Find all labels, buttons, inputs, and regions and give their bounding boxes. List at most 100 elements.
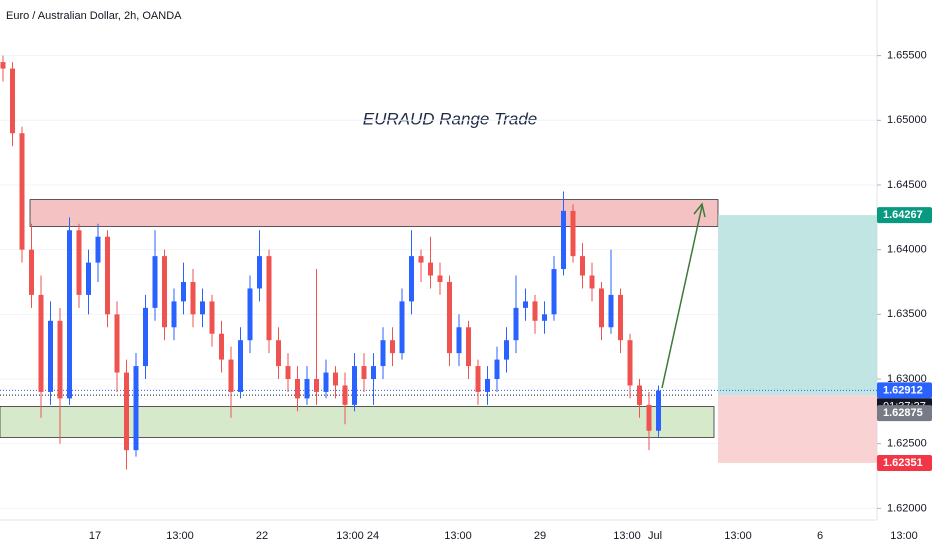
- candle-body: [285, 366, 291, 380]
- candle-body: [247, 288, 253, 341]
- candle-body: [475, 366, 481, 392]
- candle-body: [95, 236, 101, 263]
- candle-body: [380, 340, 386, 367]
- entry-label: 1.62875: [883, 407, 923, 419]
- last-price-label: 1.62912: [883, 384, 923, 396]
- candle-body: [580, 256, 585, 276]
- candle-body: [390, 340, 395, 354]
- chart-title: Euro / Australian Dollar, 2h, OANDA: [6, 10, 182, 22]
- candle-body: [637, 385, 642, 405]
- candle-body: [228, 359, 234, 392]
- candle-body: [599, 288, 604, 328]
- candle-body: [257, 256, 262, 289]
- candle-body: [656, 390, 661, 431]
- candle-body: [437, 275, 443, 282]
- candle-body: [627, 340, 633, 386]
- candle-body: [0, 62, 6, 69]
- x-tick-label: 22: [256, 530, 268, 542]
- candle-body: [342, 385, 348, 405]
- arrow: [661, 205, 703, 389]
- candle-body: [266, 256, 272, 341]
- candle-body: [200, 301, 205, 315]
- annotation: EURAUD Range Trade: [363, 109, 537, 128]
- candle-body: [57, 320, 63, 399]
- candle-body: [323, 372, 329, 392]
- candle-body: [124, 372, 129, 451]
- candle-body: [19, 133, 25, 250]
- x-tick-label: 29: [534, 530, 546, 542]
- candle-body: [447, 281, 452, 354]
- candle-body: [276, 340, 281, 367]
- y-tick-label: 1.65500: [887, 50, 927, 62]
- candle-body: [504, 340, 509, 360]
- candle-body: [38, 294, 44, 392]
- candle-body: [542, 314, 547, 321]
- candle-body: [86, 262, 91, 295]
- candle-body: [466, 327, 471, 367]
- candle-body: [333, 372, 338, 386]
- candle-body: [561, 210, 566, 270]
- y-tick-label: 1.64000: [887, 244, 927, 256]
- x-tick-label: 24: [367, 530, 379, 542]
- candle-body: [361, 366, 367, 380]
- candle-body: [371, 366, 376, 380]
- candle-body: [67, 230, 72, 399]
- y-tick-label: 1.63000: [887, 373, 927, 385]
- stop-area: [718, 395, 877, 463]
- candle-body: [29, 249, 34, 295]
- zone: [0, 406, 715, 438]
- candle-body: [523, 301, 528, 308]
- x-tick-label: 17: [89, 530, 101, 542]
- candle-body: [133, 366, 139, 451]
- y-tick-label: 1.62500: [887, 438, 927, 450]
- candle-body: [428, 262, 433, 276]
- candle-body: [409, 256, 414, 302]
- candle-body: [570, 210, 576, 257]
- last-price-label-bg: [877, 382, 932, 399]
- candle-body: [532, 301, 538, 321]
- candle-body: [219, 333, 224, 360]
- candle-body: [418, 256, 424, 263]
- x-tick-label: 13:00: [166, 530, 194, 542]
- candle-body: [352, 366, 357, 405]
- candle-body: [304, 379, 310, 399]
- candle-body: [456, 327, 462, 354]
- candle-body: [190, 281, 196, 315]
- y-tick-label: 1.64500: [887, 179, 927, 191]
- y-tick-label: 1.65000: [887, 114, 927, 126]
- candle-body: [608, 294, 614, 328]
- target-label-bg: [877, 207, 932, 224]
- candle-body: [105, 236, 110, 315]
- stop-label: 1.62351: [883, 457, 923, 469]
- candle-body: [589, 275, 595, 289]
- candle-body: [551, 269, 557, 315]
- x-tick-label: Jul: [648, 530, 662, 542]
- x-tick-label: 13:00: [444, 530, 472, 542]
- candle-body: [76, 230, 82, 295]
- zone: [29, 199, 719, 227]
- candle-body: [618, 294, 623, 341]
- candle-body: [162, 256, 167, 328]
- candle-body: [114, 314, 120, 373]
- candle-body: [485, 379, 490, 392]
- candle-body: [209, 301, 215, 334]
- candle-body: [181, 281, 186, 302]
- candle-body: [238, 340, 243, 392]
- y-tick-label: 1.63500: [887, 308, 927, 320]
- y-tick-label: 1.62000: [887, 502, 927, 514]
- candle-body: [399, 301, 405, 354]
- candle-body: [171, 301, 177, 328]
- x-tick-label: 13:00: [613, 530, 641, 542]
- arrow-head: [693, 202, 706, 218]
- candle-body: [10, 68, 15, 134]
- candle-body: [295, 379, 300, 399]
- candle-body: [646, 404, 652, 431]
- target-label: 1.64267: [883, 209, 923, 221]
- candle-body: [143, 307, 148, 367]
- candle-body: [494, 359, 500, 380]
- candle-body: [152, 256, 158, 308]
- candle-body: [513, 307, 519, 341]
- x-tick-label: 13:00: [336, 530, 364, 542]
- x-tick-label: 6: [817, 530, 823, 542]
- x-tick-label: 13:00: [890, 530, 918, 542]
